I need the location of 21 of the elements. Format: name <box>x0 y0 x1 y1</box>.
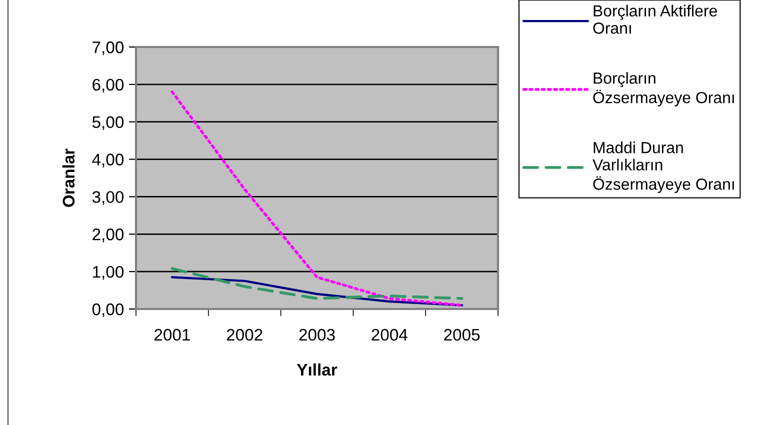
y-tick-label: 2,00 <box>92 228 124 242</box>
y-tick-label: 3,00 <box>92 191 124 205</box>
line-series <box>171 276 463 306</box>
legend-label: Borçların Aktiflere Oranı <box>593 4 717 34</box>
x-tick-label: 2004 <box>372 328 408 341</box>
x-tick-label: 2003 <box>299 328 335 341</box>
legend-label: Maddi Duran Varlıkların Özsermayeye Oranı <box>592 142 734 193</box>
y-tick-label: 1,00 <box>93 266 124 280</box>
x-tick-label: 2001 <box>154 328 190 341</box>
y-tick-label: 6,00 <box>92 78 124 93</box>
legend-label: Borçların Özsermayeye Oranı <box>593 72 734 106</box>
x-tick-label: 2005 <box>444 328 480 341</box>
y-tick-label: 5,00 <box>92 116 124 130</box>
y-tick-label: 7,00 <box>92 41 124 56</box>
x-axis-title: Yıllar <box>296 363 338 376</box>
y-tick-label: 4,00 <box>92 154 124 168</box>
y-tick-label: 0,00 <box>92 303 124 318</box>
line-series <box>170 90 464 307</box>
line-series <box>170 267 464 300</box>
x-tick-label: 2002 <box>226 328 262 341</box>
y-axis-title: Oranlar <box>62 148 75 207</box>
